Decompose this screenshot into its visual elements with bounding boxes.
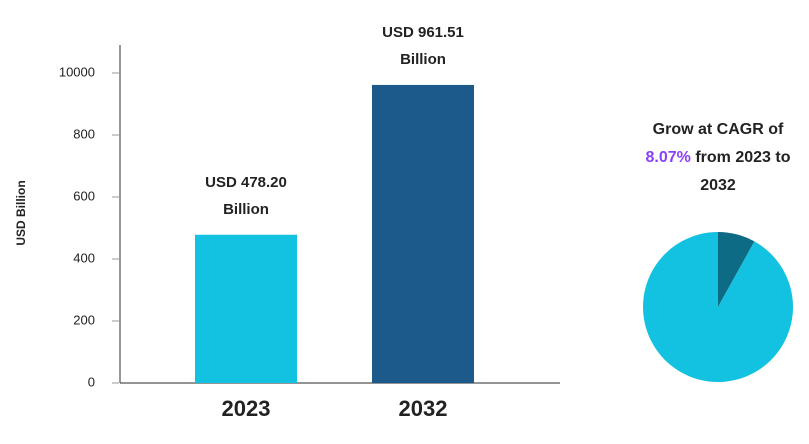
annotation-text: from 2023 to 2032 bbox=[695, 149, 791, 194]
cagr-annotation: Grow at CAGR of 8.07% from 2023 to 2032 bbox=[633, 116, 803, 200]
annotation-text: 8.07% bbox=[645, 149, 691, 166]
pie-slice bbox=[718, 232, 755, 307]
x-tick-label: 2023 bbox=[222, 396, 271, 421]
y-tick-label: 10000 bbox=[59, 64, 95, 79]
bar bbox=[195, 234, 297, 383]
y-tick-label: 800 bbox=[73, 126, 95, 141]
y-axis-label: USD Billion bbox=[14, 180, 28, 245]
value-label: USD 478.20 Billion bbox=[205, 173, 287, 218]
y-tick-label: 200 bbox=[73, 312, 95, 327]
bar bbox=[372, 84, 474, 384]
value-label: USD 961.51 Billion bbox=[382, 23, 464, 68]
y-tick-label: 400 bbox=[73, 250, 95, 265]
pie-slice bbox=[643, 232, 794, 383]
y-tick-label: 0 bbox=[88, 374, 95, 389]
annotation-text: Grow at CAGR of bbox=[652, 121, 784, 138]
x-tick-label: 2032 bbox=[399, 396, 448, 421]
y-tick-label: 600 bbox=[73, 188, 95, 203]
